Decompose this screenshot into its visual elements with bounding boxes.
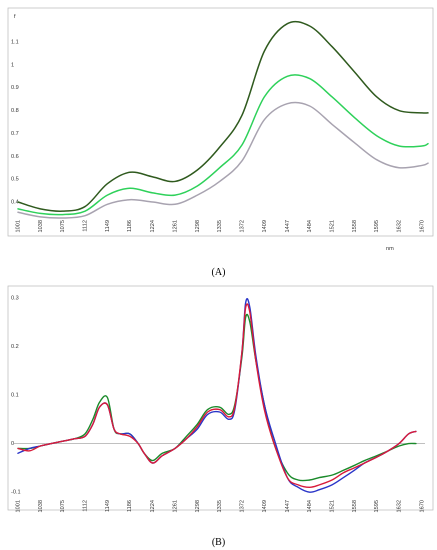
chart-b-x-tick-label: 1335	[217, 500, 223, 512]
chart-b-x-tick-label: 1261	[172, 500, 178, 512]
chart-a-x-tick-label: 1075	[60, 220, 66, 232]
chart-a-x-tick-label: 1186	[127, 220, 133, 232]
chart-b: 1001 1038 1075 1112 1149 1186 1224 1261 1298 1335…	[7, 285, 434, 512]
chart-a-x-tick-label: 1261	[172, 220, 178, 232]
chart-b-x-tick-label: 1001	[15, 500, 21, 512]
chart-a-x-tick-label: 1484	[307, 220, 313, 232]
chart-b-x-tick-label: 1595	[374, 500, 380, 512]
panel-label-a: (A)	[212, 267, 226, 278]
chart-a-ylabel: f	[14, 14, 16, 20]
chart-b-x-tick-label: 1224	[150, 500, 156, 512]
chart-b-x-tick-label: 1298	[195, 500, 201, 512]
chart-b-series-line-3	[17, 303, 417, 488]
chart-b-x-tick-label: 1558	[352, 500, 358, 512]
chart-a-x-tick-label: 1595	[374, 220, 380, 232]
chart-a-x-tick-label: 1112	[83, 220, 89, 232]
chart-b-x-tick-label: 1112	[83, 500, 89, 512]
chart-a-frame	[7, 7, 434, 237]
chart-a-y-tick-label: 0.8	[11, 108, 19, 114]
chart-b-y-tick-label: 0.3	[11, 295, 19, 301]
chart-a-x-tick-label: 1632	[397, 220, 403, 232]
chart-a-x-tick-label: 1298	[195, 220, 201, 232]
chart-b-x-tick-label: 1075	[60, 500, 66, 512]
chart-b-x-tick-label: 1632	[397, 500, 403, 512]
chart-a-series-line-2	[17, 74, 429, 216]
chart-b-y-tick-label: 0	[11, 441, 14, 447]
chart-a-y-tick-label: 1.1	[11, 39, 19, 45]
chart-b-series-line-1	[17, 313, 417, 482]
chart-a-y-tick-label: 1	[11, 62, 14, 68]
chart-b-x-tick-label: 1484	[307, 500, 313, 512]
chart-a-x-tick-label: 1521	[329, 220, 335, 232]
chart-b-x-tick-label: 1409	[262, 500, 268, 512]
panel-label-b: (B)	[212, 537, 225, 548]
chart-a-xunit: nm	[386, 246, 394, 252]
chart-a: 1001 1038 1075 1112 1149 1186 1224 1261 1298 1335…	[7, 7, 434, 252]
chart-a-y-tick-label: 0.7	[11, 131, 19, 137]
chart-a-series-line-1	[17, 20, 429, 212]
chart-a-x-tick-label: 1335	[217, 220, 223, 232]
chart-b-y-tick-label: 0.1	[11, 392, 19, 398]
chart-a-x-tick-label: 1558	[352, 220, 358, 232]
chart-a-y-tick-label: 0.9	[11, 85, 19, 91]
chart-a-x-tick-label: 1447	[285, 220, 291, 232]
chart-a-x-tick-label: 1409	[262, 220, 268, 232]
chart-b-x-tick-label: 1372	[240, 500, 246, 512]
chart-b-x-tick-label: 1038	[38, 500, 44, 512]
chart-b-x-tick-label: 1447	[285, 500, 291, 512]
chart-b-x-tick-label: 1186	[127, 500, 133, 512]
chart-a-x-tick-label: 1001	[15, 220, 21, 232]
chart-b-x-tick-label: 1521	[329, 500, 335, 512]
chart-a-y-tick-label: 0.4	[11, 199, 19, 205]
chart-a-y-tick-label: 0.6	[11, 154, 19, 160]
chart-a-x-tick-label: 1670	[419, 220, 425, 232]
chart-b-x-tick-label: 1670	[419, 500, 425, 512]
chart-a-x-tick-label: 1224	[150, 220, 156, 232]
chart-a-series-line-3	[17, 101, 429, 219]
chart-a-x-tick-label: 1372	[240, 220, 246, 232]
chart-b-y-tick-label: -0.1	[11, 490, 21, 496]
chart-a-y-tick-label: 0.5	[11, 177, 19, 183]
chart-b-y-tick-label: 0.2	[11, 344, 19, 350]
chart-a-x-tick-label: 1149	[105, 220, 111, 232]
chart-b-x-tick-label: 1149	[105, 500, 111, 512]
chart-b-frame	[7, 285, 434, 511]
chart-a-x-tick-label: 1038	[38, 220, 44, 232]
